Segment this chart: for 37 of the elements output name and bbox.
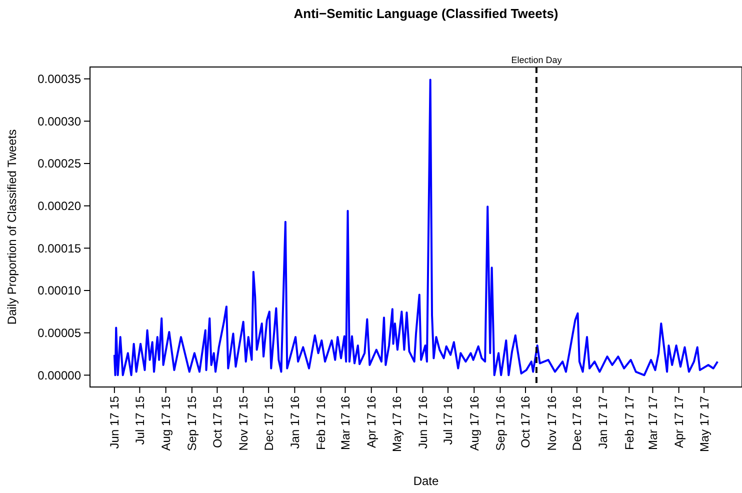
x-tick-label: Jul 17 15 — [132, 396, 147, 445]
x-tick-label: Aug 17 16 — [467, 396, 482, 451]
y-tick-label: 0.00030 — [38, 114, 82, 128]
y-tick-label: 0.00010 — [38, 284, 82, 298]
x-tick-label: Mar 17 17 — [646, 396, 660, 450]
y-axis-title: Daily Proportion of Classified Tweets — [5, 129, 19, 325]
x-tick-label: Jan 17 16 — [288, 396, 302, 449]
x-tick-label: Sep 17 16 — [493, 396, 508, 451]
x-tick-label: Nov 17 15 — [236, 396, 251, 451]
x-tick-label: Feb 17 16 — [314, 396, 328, 450]
x-tick-label: Mar 17 16 — [338, 396, 352, 450]
x-tick-label: Nov 17 16 — [544, 396, 559, 451]
y-tick-label: 0.00020 — [38, 199, 82, 214]
x-tick-label: Dec 17 16 — [570, 396, 584, 451]
x-axis-title: Date — [413, 474, 439, 488]
x-tick-label: Dec 17 15 — [262, 396, 276, 451]
chart-title: Anti−Semitic Language (Classified Tweets) — [294, 6, 558, 21]
x-tick-label: Sep 17 15 — [185, 396, 200, 451]
x-tick-label: Feb 17 17 — [622, 396, 636, 450]
y-tick-label: 0.00025 — [38, 156, 82, 171]
x-tick-label: May 17 17 — [697, 396, 712, 452]
y-tick-label: 0.00005 — [38, 326, 82, 340]
x-tick-label: Oct 17 16 — [518, 396, 533, 448]
y-tick-label: 0.00015 — [38, 241, 82, 256]
y-tick-label: 0.00000 — [38, 368, 82, 382]
x-tick-label: Aug 17 15 — [159, 396, 174, 451]
x-tick-label: May 17 16 — [390, 396, 404, 452]
x-tick-label: Jun 17 15 — [108, 396, 122, 449]
x-tick-label: Jun 17 16 — [416, 396, 430, 449]
x-tick-label: Jul 17 16 — [441, 396, 456, 445]
x-tick-label: Oct 17 15 — [210, 396, 224, 448]
ref-line-label: Election Day — [511, 55, 562, 65]
y-tick-label: 0.00035 — [38, 72, 82, 86]
line-series — [113, 78, 719, 376]
x-tick-label: Apr 17 17 — [672, 396, 686, 448]
x-tick-label: Apr 17 16 — [364, 396, 379, 448]
x-tick-label: Jan 17 17 — [596, 396, 610, 449]
